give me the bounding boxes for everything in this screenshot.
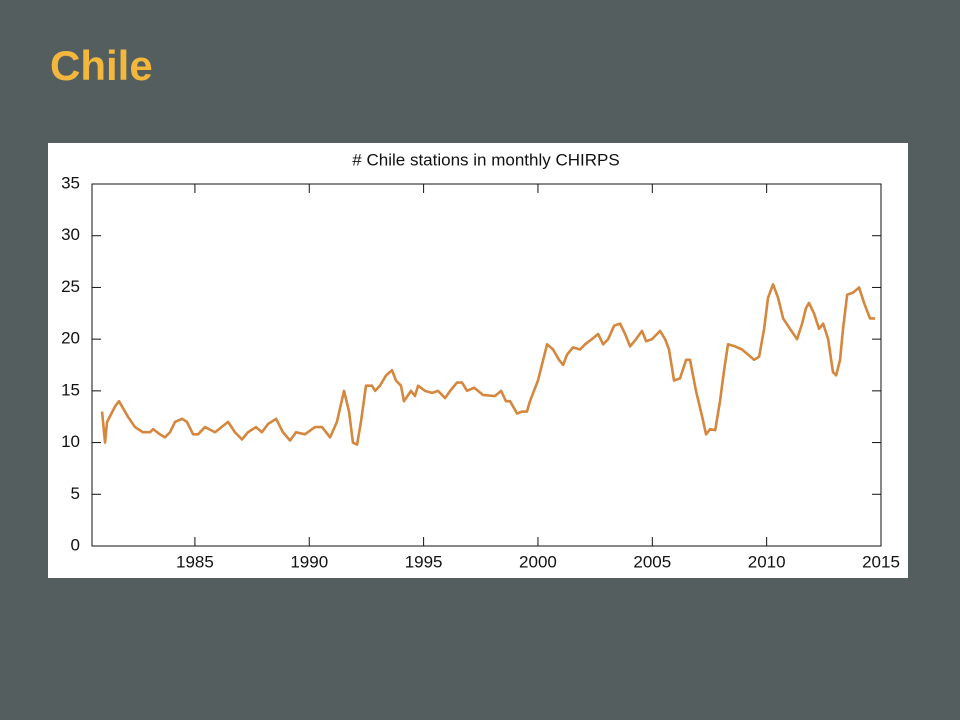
chart-title: # Chile stations in monthly CHIRPS — [352, 150, 619, 169]
x-tick-label: 1985 — [176, 552, 214, 571]
y-tick-label: 25 — [61, 277, 80, 296]
slide-title: Chile — [50, 42, 153, 89]
y-tick-label: 20 — [61, 329, 80, 348]
x-tick-label: 2000 — [519, 552, 557, 571]
y-tick-label: 15 — [61, 380, 80, 399]
y-tick-label: 0 — [71, 535, 80, 554]
x-tick-label: 2005 — [633, 552, 671, 571]
y-tick-label: 35 — [61, 173, 80, 192]
x-tick-label: 2015 — [862, 552, 900, 571]
data-line — [100, 283, 876, 446]
x-tick-label: 1990 — [290, 552, 328, 571]
chart-panel — [48, 143, 908, 578]
plot-frame — [91, 183, 882, 547]
y-tick-label: 10 — [61, 432, 80, 451]
x-tick-label: 2010 — [748, 552, 786, 571]
y-tick-label: 5 — [71, 484, 80, 503]
x-tick-label: 1995 — [405, 552, 443, 571]
y-tick-label: 30 — [61, 225, 80, 244]
